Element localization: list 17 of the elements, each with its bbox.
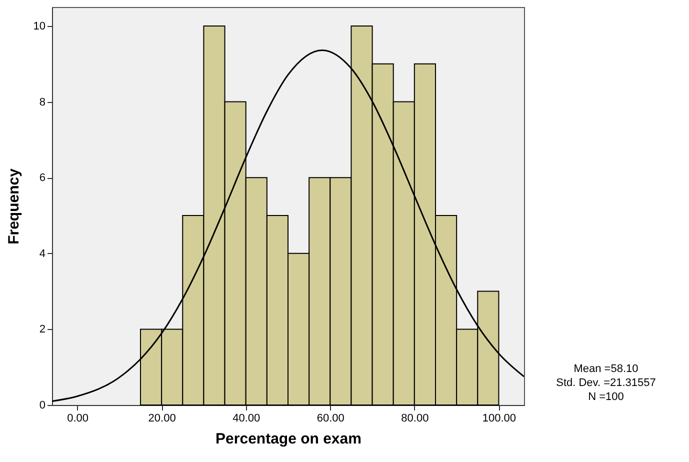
y-tick-label: 10: [33, 20, 46, 32]
x-tick-label: 20.00: [148, 412, 176, 424]
text: N =100: [588, 391, 624, 403]
y-axis-title: Frequency: [5, 168, 22, 244]
x-tick-label: 0.00: [67, 412, 88, 424]
x-tick-label: 40.00: [232, 412, 260, 424]
x-axis-title: Percentage on exam: [216, 430, 362, 448]
y-tick-label: 6: [39, 172, 46, 184]
y-tick-label: 4: [39, 248, 46, 260]
x-tick-label: 60.00: [316, 412, 344, 424]
text: Mean =58.10: [574, 363, 638, 375]
y-tick-label: 2: [39, 324, 46, 336]
x-tick-label: 80.00: [401, 412, 429, 424]
x-tick-label: 100.00: [482, 412, 516, 424]
y-tick-label: 0: [39, 400, 46, 412]
text: Std. Dev. =21.31557: [556, 377, 656, 389]
y-tick-label: 8: [39, 96, 46, 108]
